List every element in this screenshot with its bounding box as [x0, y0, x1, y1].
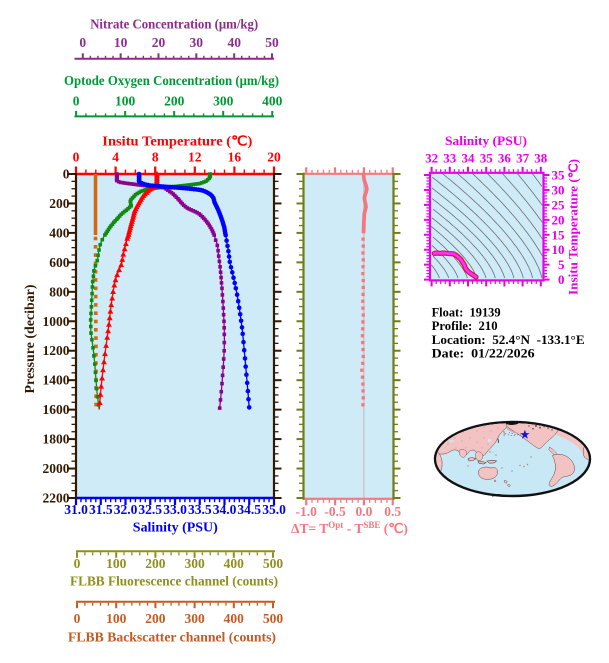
svg-text:4: 4: [112, 150, 119, 165]
svg-text:32.0: 32.0: [114, 502, 138, 517]
svg-text:10: 10: [552, 242, 565, 257]
svg-text:35: 35: [552, 168, 566, 183]
svg-text:33: 33: [443, 151, 457, 166]
svg-text:34: 34: [462, 151, 476, 166]
svg-text:Location: 52.4°N -133.1°E: Location: 52.4°N -133.1°E: [432, 332, 585, 347]
svg-text:FLBB Backscatter channel (coun: FLBB Backscatter channel (counts): [68, 630, 276, 645]
svg-text:37: 37: [516, 151, 530, 166]
svg-text:0: 0: [73, 150, 80, 165]
svg-text:35.0: 35.0: [262, 502, 286, 517]
svg-text:400: 400: [224, 556, 245, 571]
svg-text:Nitrate Concentration (μm/kg): Nitrate Concentration (μm/kg): [90, 17, 258, 32]
svg-text:20: 20: [552, 212, 565, 227]
svg-text:1400: 1400: [43, 373, 70, 388]
svg-text:400: 400: [49, 225, 70, 240]
svg-text:Insitu Temperature (℃): Insitu Temperature (℃): [567, 159, 581, 295]
svg-text:800: 800: [49, 284, 70, 299]
svg-text:Insitu Temperature (℃): Insitu Temperature (℃): [102, 134, 252, 149]
svg-text:0: 0: [74, 556, 81, 571]
svg-text:33.5: 33.5: [188, 502, 212, 517]
svg-text:200: 200: [145, 556, 166, 571]
svg-text:400: 400: [224, 611, 245, 626]
svg-text:400: 400: [262, 94, 283, 109]
svg-text:30: 30: [190, 35, 204, 50]
svg-text:500: 500: [263, 556, 284, 571]
svg-text:1200: 1200: [43, 343, 70, 358]
svg-text:100: 100: [106, 611, 127, 626]
svg-text:25: 25: [552, 197, 566, 212]
svg-text:500: 500: [263, 611, 284, 626]
svg-text:200: 200: [49, 196, 70, 211]
svg-text:300: 300: [213, 94, 234, 109]
svg-text:Date: 01/22/2026: Date: 01/22/2026: [432, 345, 536, 360]
svg-text:-0.5: -0.5: [324, 504, 346, 519]
svg-text:-1.0: -1.0: [296, 504, 318, 519]
svg-text:0: 0: [73, 94, 80, 109]
svg-text:0.5: 0.5: [384, 504, 401, 519]
svg-text:300: 300: [184, 611, 205, 626]
svg-text:Salinity (PSU): Salinity (PSU): [133, 520, 218, 535]
svg-text:100: 100: [115, 94, 136, 109]
svg-text:16: 16: [228, 150, 242, 165]
svg-text:600: 600: [49, 255, 70, 270]
svg-text:30: 30: [552, 182, 565, 197]
svg-text:32: 32: [425, 151, 438, 166]
svg-text:32.5: 32.5: [138, 502, 162, 517]
svg-text:20: 20: [152, 35, 166, 50]
svg-text:0: 0: [79, 35, 86, 50]
svg-text:5: 5: [558, 257, 565, 272]
svg-text:1600: 1600: [43, 402, 70, 417]
svg-text:1000: 1000: [43, 314, 70, 329]
svg-text:31.5: 31.5: [89, 502, 113, 517]
svg-text:2200: 2200: [43, 491, 70, 506]
svg-text:200: 200: [145, 611, 166, 626]
svg-text:38: 38: [534, 151, 548, 166]
svg-text:0: 0: [558, 272, 565, 287]
svg-text:35: 35: [480, 151, 494, 166]
svg-text:ΔT= TOpt - TSBE (℃): ΔT= TOpt - TSBE (℃): [291, 520, 408, 536]
svg-text:100: 100: [106, 556, 127, 571]
svg-text:40: 40: [227, 35, 241, 50]
svg-text:0: 0: [63, 167, 70, 182]
svg-text:Salinity (PSU): Salinity (PSU): [445, 133, 527, 148]
svg-text:34.0: 34.0: [213, 502, 237, 517]
svg-text:300: 300: [184, 556, 205, 571]
svg-text:50: 50: [265, 35, 279, 50]
svg-text:31.0: 31.0: [64, 502, 88, 517]
svg-text:34.5: 34.5: [237, 502, 261, 517]
svg-text:Optode Oxygen Concentration (μ: Optode Oxygen Concentration (μm/kg): [64, 73, 279, 88]
svg-text:1800: 1800: [43, 432, 70, 447]
svg-text:33.0: 33.0: [163, 502, 187, 517]
svg-text:Float: 19139: Float: 19139: [432, 305, 501, 320]
svg-text:200: 200: [164, 94, 185, 109]
svg-text:FLBB Fluorescence channel (cou: FLBB Fluorescence channel (counts): [70, 574, 278, 589]
svg-text:0.0: 0.0: [355, 504, 372, 519]
svg-text:12: 12: [188, 150, 202, 165]
svg-text:0: 0: [74, 611, 81, 626]
svg-text:2000: 2000: [43, 461, 70, 476]
svg-text:Profile: 210: Profile: 210: [432, 318, 498, 333]
svg-text:10: 10: [114, 35, 128, 50]
svg-text:36: 36: [498, 151, 512, 166]
svg-text:8: 8: [152, 150, 159, 165]
svg-text:15: 15: [552, 227, 566, 242]
svg-text:Pressure (decibar): Pressure (decibar): [22, 285, 37, 394]
svg-text:20: 20: [267, 150, 281, 165]
